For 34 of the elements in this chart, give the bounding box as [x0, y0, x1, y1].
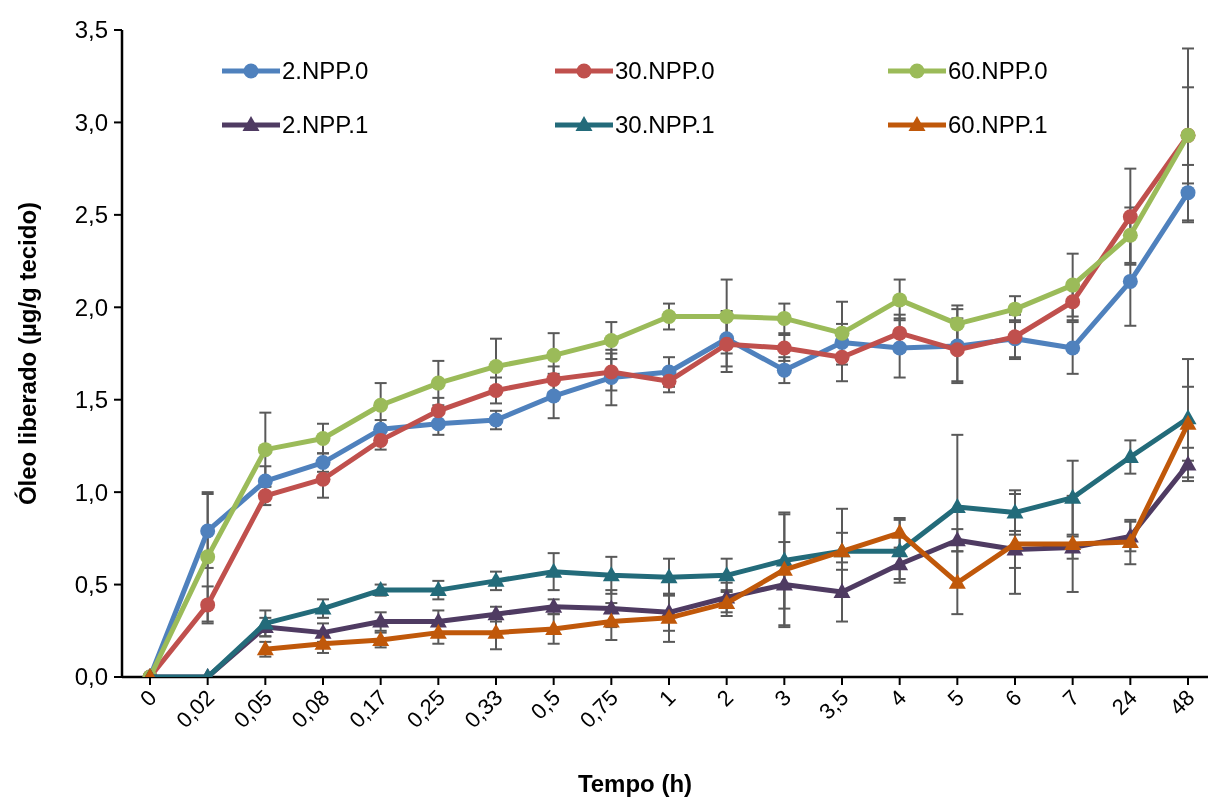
x-axis-title: Tempo (h): [577, 770, 693, 797]
legend-label: 60.NPP.1: [948, 111, 1048, 139]
legend-label: 2.NPP.0: [282, 57, 369, 85]
x-tick-label: 3,5: [814, 684, 854, 725]
x-tick-label: 6: [1000, 684, 1027, 712]
x-tick-label: 1: [654, 684, 681, 712]
legend-label: 2.NPP.1: [282, 111, 369, 139]
x-tick-label: 0: [135, 684, 162, 712]
x-tick-label: 3: [769, 684, 796, 712]
x-tick-label: 7: [1057, 684, 1085, 712]
legend-label: 30.NPP.0: [615, 57, 715, 85]
x-tick-label: 0,25: [401, 684, 450, 733]
x-tick-label: 5: [942, 684, 969, 712]
y-tick-label: 0,0: [74, 663, 108, 691]
x-tick-label: 2: [711, 684, 739, 712]
y-tick-label: 1,5: [74, 386, 108, 414]
y-tick-label: 3,0: [74, 108, 108, 136]
x-tick-label: 0,33: [459, 684, 508, 733]
legend-label: 30.NPP.1: [615, 111, 715, 139]
x-tick-label: 0,5: [525, 684, 566, 725]
y-tick-label: 2,5: [74, 201, 108, 229]
x-tick-label: 24: [1106, 684, 1142, 720]
x-tick-label: 4: [884, 684, 912, 712]
x-tick-label: 48: [1164, 684, 1200, 720]
y-tick-label: 0,5: [74, 570, 108, 598]
y-axis-title: Óleo liberado (µg/g tecido): [14, 201, 41, 506]
y-tick-label: 3,5: [74, 16, 108, 44]
x-tick-label: 0,75: [574, 684, 623, 733]
x-tick-label: 0,08: [286, 684, 335, 733]
legend-label: 60.NPP.0: [948, 57, 1048, 85]
x-tick-label: 0,05: [228, 684, 277, 733]
x-tick-label: 0,02: [171, 684, 220, 733]
y-tick-label: 2,0: [74, 293, 108, 321]
y-tick-label: 1,0: [74, 478, 108, 506]
